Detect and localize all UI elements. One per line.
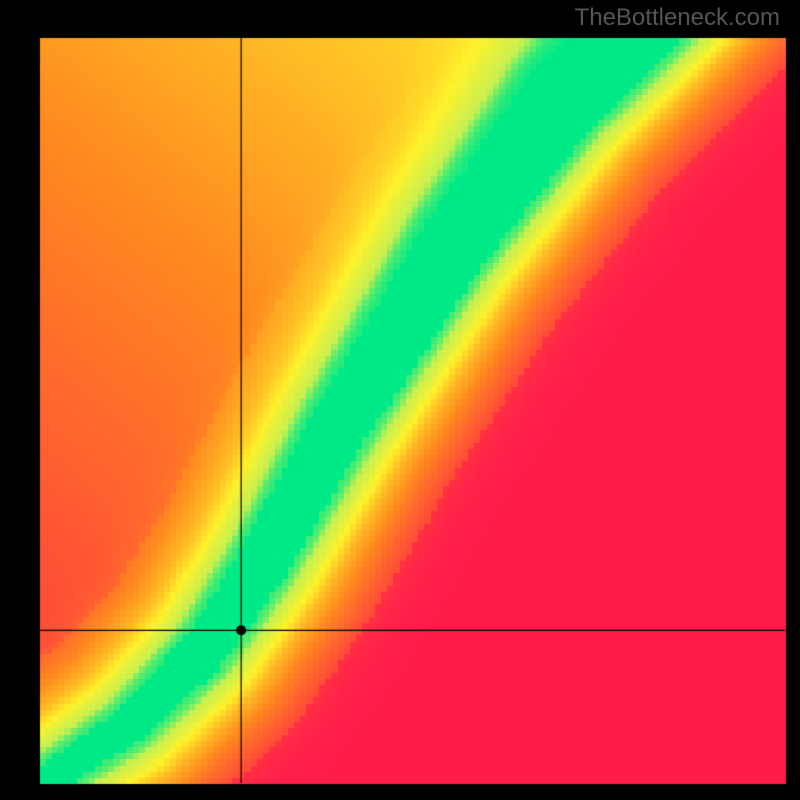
watermark-label: TheBottleneck.com [575, 4, 780, 32]
chart-container: TheBottleneck.com [0, 0, 800, 800]
crosshair-overlay [0, 0, 800, 800]
